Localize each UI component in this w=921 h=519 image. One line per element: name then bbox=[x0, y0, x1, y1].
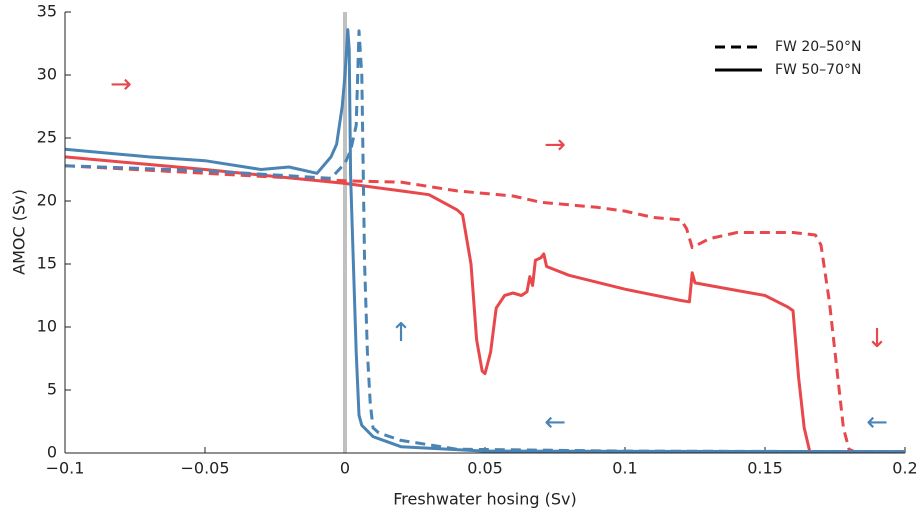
x-tick-label: 0.15 bbox=[747, 459, 783, 478]
series-line bbox=[64, 29, 906, 454]
annotation: ← bbox=[544, 407, 566, 437]
y-tick-label: 0 bbox=[47, 443, 57, 462]
legend-label: FW 50–70°N bbox=[775, 62, 861, 78]
x-tick-label: −0.1 bbox=[46, 459, 85, 478]
series-line bbox=[64, 155, 905, 454]
y-tick-label: 10 bbox=[37, 317, 57, 336]
y-tick-label: 5 bbox=[47, 380, 57, 399]
y-tick-label: 20 bbox=[37, 191, 57, 210]
legend-label: FW 20–50°N bbox=[775, 39, 861, 55]
y-tick-label: 15 bbox=[37, 254, 57, 273]
annotation: ↓ bbox=[866, 324, 888, 354]
y-axis-label: AMOC (Sv) bbox=[10, 189, 29, 275]
annotation: ↑ bbox=[390, 318, 412, 348]
x-axis-label: Freshwater hosing (Sv) bbox=[393, 490, 576, 509]
x-tick-label: 0 bbox=[340, 459, 350, 478]
y-tick-label: 25 bbox=[37, 128, 57, 147]
series-line bbox=[64, 164, 905, 454]
annotation: ← bbox=[866, 407, 888, 437]
x-tick-label: −0.05 bbox=[180, 459, 229, 478]
x-tick-label: 0.05 bbox=[467, 459, 503, 478]
annotation: → bbox=[544, 130, 566, 160]
x-tick-label: 0.1 bbox=[612, 459, 637, 478]
y-tick-label: 30 bbox=[37, 65, 57, 84]
series-line bbox=[64, 28, 906, 454]
y-tick-label: 35 bbox=[37, 2, 57, 21]
x-tick-label: 0.2 bbox=[892, 459, 917, 478]
annotation: → bbox=[110, 70, 132, 100]
